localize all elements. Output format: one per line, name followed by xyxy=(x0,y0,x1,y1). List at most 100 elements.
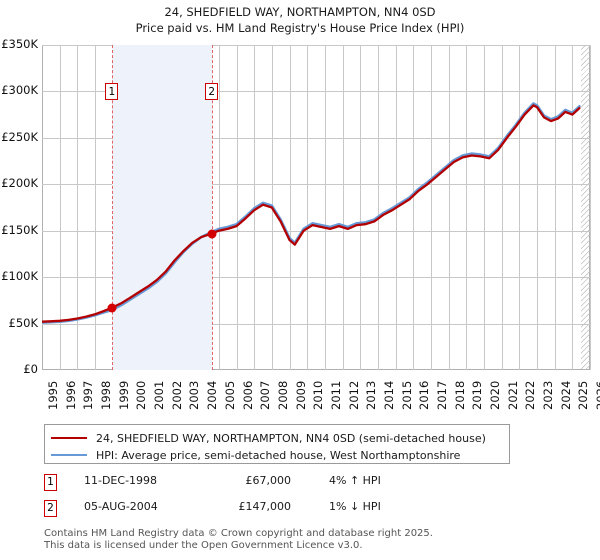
x-axis-tick-label: 1998 xyxy=(99,380,113,410)
y-axis-tick-label: £350K xyxy=(1,37,38,51)
x-axis-tick-label: 2007 xyxy=(258,380,273,410)
x-axis-tick-label: 2003 xyxy=(187,380,202,410)
transaction-date: 11-DEC-1998 xyxy=(84,474,158,487)
x-axis-tick-label: 2000 xyxy=(134,380,149,410)
gridline-vertical xyxy=(572,45,574,370)
gridline-vertical xyxy=(501,45,503,370)
gridline-vertical xyxy=(448,45,450,370)
gridline-vertical xyxy=(360,45,362,370)
gridline-horizontal xyxy=(42,230,590,232)
page-subtitle: Price paid vs. HM Land Registry's House … xyxy=(135,21,465,35)
series-line-hpi xyxy=(42,102,581,324)
x-axis-tick-label: 2006 xyxy=(240,380,255,410)
x-axis-tick-label: 2026 xyxy=(594,380,600,410)
x-axis-tick-label: 2025 xyxy=(576,380,591,410)
gridline-vertical xyxy=(466,45,468,370)
gridline-horizontal xyxy=(42,184,590,186)
y-axis-tick-label: £200K xyxy=(1,176,38,191)
gridline-vertical xyxy=(519,45,521,370)
y-axis-tick-label: £50K xyxy=(8,315,39,330)
x-axis-tick-label: 2022 xyxy=(523,380,538,410)
gridline-horizontal xyxy=(42,277,590,279)
footer-line-copyright: Contains HM Land Registry data © Crown c… xyxy=(44,528,433,539)
gridline-vertical xyxy=(289,45,291,370)
x-axis-tick-label: 2011 xyxy=(328,380,343,410)
x-axis-tick-label: 2014 xyxy=(381,380,396,410)
table-row[interactable]: 1 11-DEC-1998 £67,000 4% ↑ HPI xyxy=(44,472,464,498)
x-axis-tick-label: 1997 xyxy=(81,380,96,410)
legend-label: 24, SHEDFIELD WAY, NORTHAMPTON, NN4 0SD … xyxy=(96,431,486,445)
x-axis-tick-label: 1995 xyxy=(46,380,60,410)
table-row[interactable]: 2 05-AUG-2004 £147,000 1% ↓ HPI xyxy=(44,498,464,524)
x-axis-tick-label: 2004 xyxy=(205,380,220,410)
x-axis-tick-label: 2001 xyxy=(152,380,167,410)
chart-legend: 24, SHEDFIELD WAY, NORTHAMPTON, NN4 0SD … xyxy=(44,424,510,464)
x-axis-tick-label: 2008 xyxy=(275,380,290,410)
transaction-index-badge: 1 xyxy=(44,474,57,491)
page-title: 24, SHEDFIELD WAY, NORTHAMPTON, NN4 0SD xyxy=(164,5,436,19)
legend-label: HPI: Average price, semi-detached house,… xyxy=(96,448,461,462)
y-axis-tick-label: £150K xyxy=(1,222,38,237)
gridline-vertical xyxy=(342,45,344,370)
x-axis-tick-label: 2017 xyxy=(434,380,449,410)
x-axis-tick-label: 2005 xyxy=(222,380,237,410)
x-axis-tick-label: 1996 xyxy=(63,380,78,410)
legend-swatch-icon xyxy=(51,454,87,456)
gridline-vertical xyxy=(95,45,96,370)
x-axis-tick-label: 2016 xyxy=(417,380,432,410)
gridline-vertical xyxy=(236,45,238,370)
chart-title-block: 24, SHEDFIELD WAY, NORTHAMPTON, NN4 0SD … xyxy=(0,0,600,36)
sale-point-2[interactable] xyxy=(207,229,217,238)
ownership-period-band xyxy=(111,45,212,370)
gridline-vertical xyxy=(554,45,556,370)
y-axis-tick-label: £300K xyxy=(1,83,38,98)
transaction-index-badge: 2 xyxy=(44,500,57,517)
y-axis-tick-label: £250K xyxy=(1,129,38,144)
footer-line-licence: This data is licensed under the Open Gov… xyxy=(44,540,363,551)
y-axis-tick-label: £0 xyxy=(23,362,38,376)
gridline-horizontal xyxy=(42,323,590,325)
x-axis: 1995 1996 1997 1998 1999 2000 2001 2002 2003 2004… xyxy=(42,372,600,416)
transaction-price: £67,000 xyxy=(245,474,292,487)
gridline-vertical xyxy=(483,45,485,370)
sale-marker-line-1 xyxy=(111,45,113,370)
x-axis-tick-label: 2009 xyxy=(293,380,308,410)
sale-marker-badge-2[interactable]: 2 xyxy=(205,83,219,100)
transaction-hpi-delta: 4% ↑ HPI xyxy=(329,474,381,487)
footer-attribution: Contains HM Land Registry data © Crown c… xyxy=(44,528,584,552)
series-line-property xyxy=(42,104,581,323)
gridline-horizontal xyxy=(42,45,590,46)
sale-marker-line-2 xyxy=(211,45,213,370)
gridline-horizontal xyxy=(42,91,590,93)
x-axis-tick-label: 2010 xyxy=(311,380,326,410)
sale-point-1[interactable] xyxy=(107,303,117,313)
x-axis-tick-label: 2012 xyxy=(346,380,361,410)
gridline-vertical xyxy=(218,45,220,370)
x-axis-tick-label: 1999 xyxy=(116,380,131,410)
transaction-date: 05-AUG-2004 xyxy=(84,500,158,513)
y-axis-tick-label: £100K xyxy=(1,269,38,284)
transaction-price: £147,000 xyxy=(238,500,292,513)
legend-item-property: 24, SHEDFIELD WAY, NORTHAMPTON, NN4 0SD … xyxy=(51,429,486,447)
sale-marker-badge-1[interactable]: 1 xyxy=(105,83,119,100)
gridline-vertical xyxy=(59,45,61,370)
x-axis-tick-label: 2021 xyxy=(505,380,520,410)
x-axis-tick-label: 2002 xyxy=(169,380,184,410)
gridline-vertical xyxy=(590,45,591,370)
x-axis-tick-label: 2019 xyxy=(470,380,485,410)
x-axis-tick-label: 2018 xyxy=(452,380,467,410)
x-axis-tick-label: 2020 xyxy=(487,380,502,410)
transactions-table: 1 11-DEC-1998 £67,000 4% ↑ HPI 2 05-AUG-2004 £… xyxy=(44,472,464,524)
gridline-vertical xyxy=(307,45,309,370)
future-projection-hatch xyxy=(581,45,590,370)
x-axis-tick-label: 2023 xyxy=(541,380,555,410)
gridline-vertical xyxy=(77,45,79,370)
series-lines xyxy=(42,102,581,324)
gridline-vertical xyxy=(430,45,432,370)
transaction-hpi-delta: 1% ↓ HPI xyxy=(329,500,381,513)
legend-swatch-icon xyxy=(51,437,87,439)
gridline-vertical xyxy=(377,45,379,370)
gridline-horizontal xyxy=(42,137,590,139)
gridline-vertical xyxy=(413,45,415,370)
